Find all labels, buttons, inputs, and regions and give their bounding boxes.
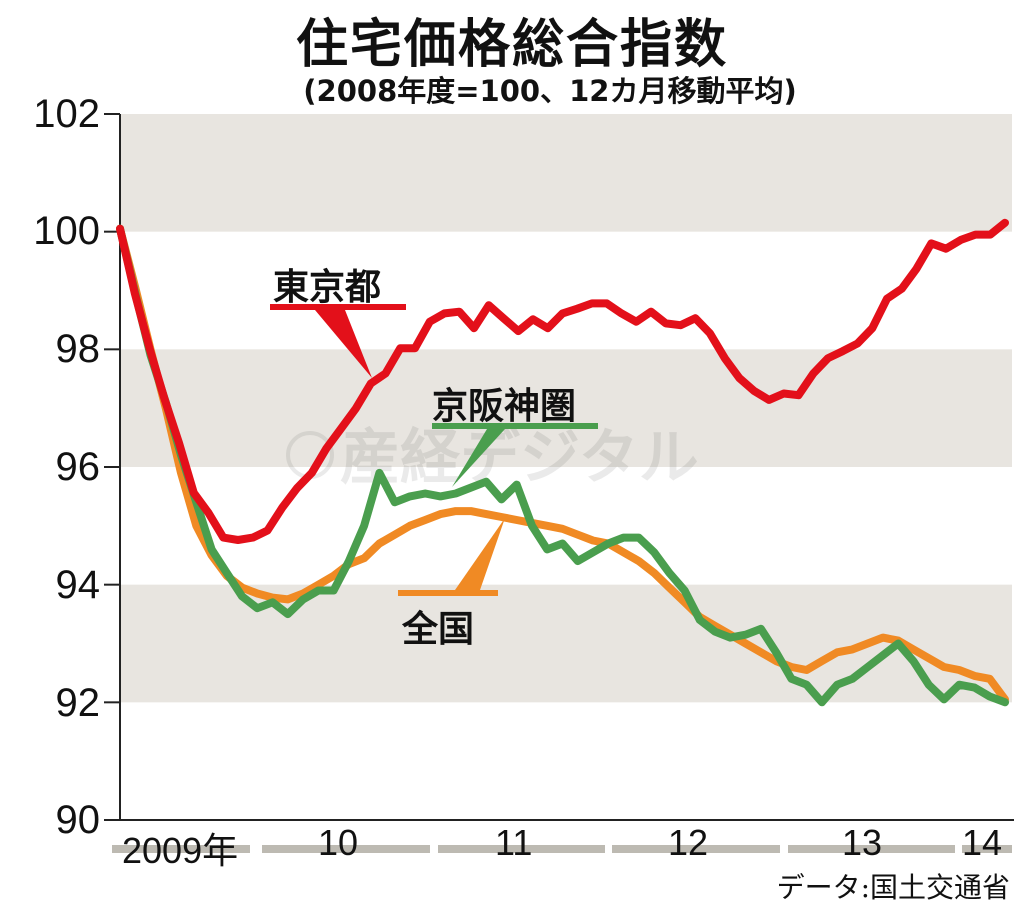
y-tick-label: 94 <box>55 563 101 607</box>
chart-title: 住宅価格総合指数 <box>295 15 728 75</box>
legend-label-keihanshin: 京阪神圏 <box>432 386 577 427</box>
series-line-2 <box>116 224 1009 704</box>
callouts <box>270 304 598 596</box>
y-tick-label: 100 <box>33 209 100 253</box>
x-tick-label: 12 <box>668 822 709 863</box>
x-tick-label: 11 <box>495 822 533 863</box>
y-tick-label: 96 <box>55 445 101 489</box>
chart-subtitle: (2008年度=100、12カ月移動平均) <box>303 74 797 108</box>
data-source: データ:国土交通省 <box>776 871 1010 904</box>
legend-label-tokyo: 東京都 <box>273 267 382 308</box>
series-lines <box>116 218 1009 707</box>
legend-label-national: 全国 <box>402 609 475 650</box>
x-tick-label: 2009年 <box>122 830 239 871</box>
y-tick-label: 98 <box>55 327 101 371</box>
x-tick-label: 14 <box>962 822 1003 863</box>
y-tick-label: 102 <box>33 92 100 136</box>
y-ticks <box>104 113 120 821</box>
y-tick-label: 90 <box>55 798 101 842</box>
x-axis-year-bands <box>112 845 1012 853</box>
x-tick-label: 13 <box>842 822 883 863</box>
series-line-1 <box>116 224 1009 707</box>
background-bands <box>120 114 1012 703</box>
x-tick-label: 10 <box>318 822 359 863</box>
grid-band <box>120 114 1012 232</box>
watermark-text: 産経デジタル <box>340 423 699 493</box>
y-tick-label: 92 <box>55 681 101 725</box>
grid-band <box>120 349 1012 467</box>
series-line-0 <box>116 218 1009 544</box>
